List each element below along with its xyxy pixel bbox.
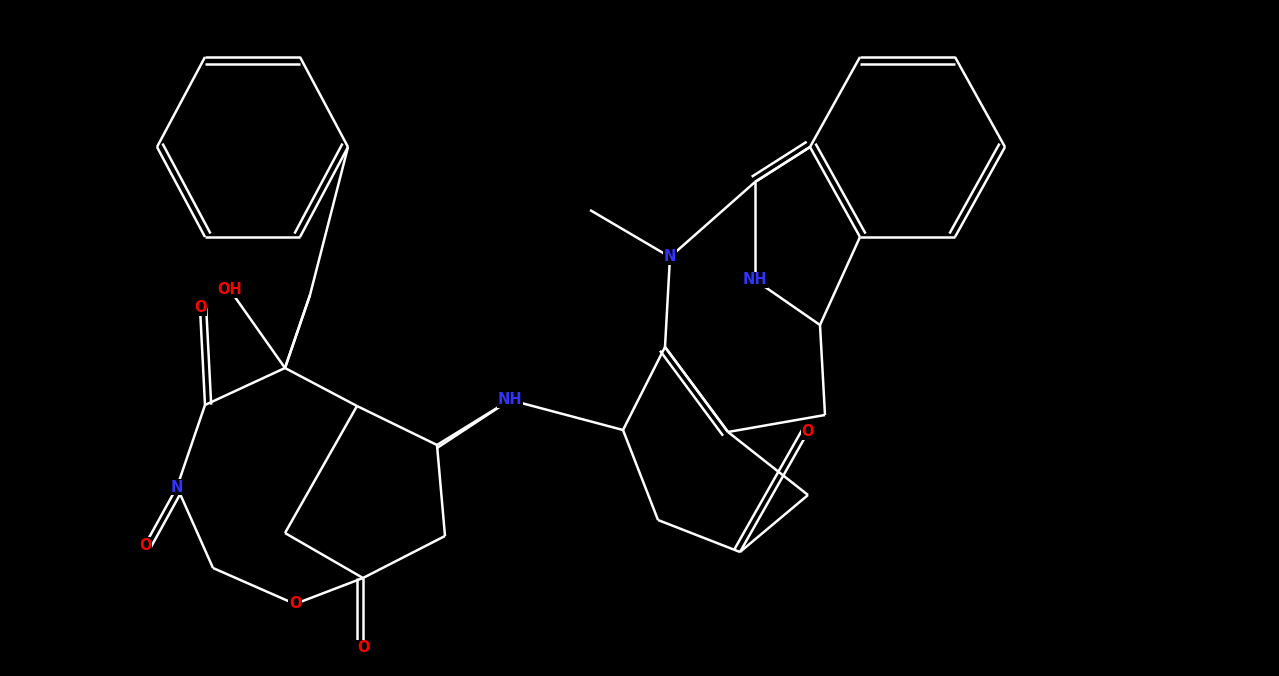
Text: NH: NH xyxy=(498,393,522,408)
Text: O: O xyxy=(193,301,206,316)
Text: NH: NH xyxy=(743,272,767,287)
Text: O: O xyxy=(357,640,370,656)
Text: O: O xyxy=(289,596,302,612)
Text: O: O xyxy=(802,425,815,439)
Text: OH: OH xyxy=(217,283,243,297)
Text: N: N xyxy=(664,249,677,264)
Text: O: O xyxy=(138,537,151,552)
Text: N: N xyxy=(171,479,183,495)
